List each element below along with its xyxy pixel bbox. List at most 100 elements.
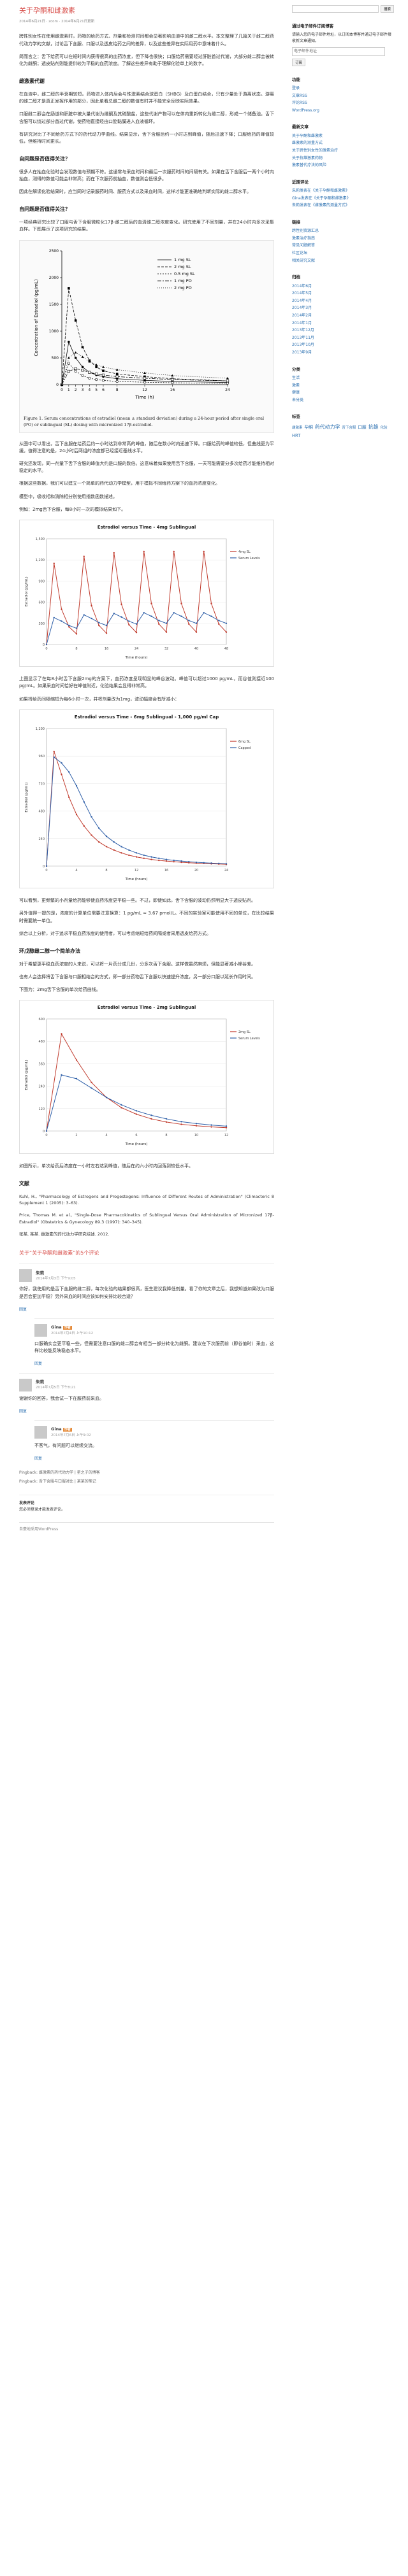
archive-link[interactable]: 2014年2月 (292, 313, 312, 318)
pingback[interactable]: Pingback: 舌下含服与口服对比 | 某某的笔记 (19, 1479, 96, 1484)
blogroll-link[interactable]: 跨性别资源汇总 (292, 229, 319, 234)
paragraph: 因此在解读化验结果时，应当同时记录服药时间、服药方式以及采血时间，这样才能更准确… (19, 189, 251, 195)
reply-link[interactable]: 回复 (19, 1307, 27, 1312)
pingback[interactable]: Pingback: 雌激素的药代动力学 | 星之子的博客 (19, 1470, 100, 1476)
archive-link[interactable]: 2014年1月 (292, 320, 312, 325)
archive-link[interactable]: 2014年4月 (292, 298, 312, 303)
data-point (98, 624, 100, 627)
meta-link[interactable]: WordPress.org (292, 108, 319, 113)
archive-link[interactable]: 2013年11月 (292, 335, 314, 340)
y-tick-label: 1,200 (36, 727, 45, 731)
data-point (173, 860, 175, 863)
data-point (180, 861, 182, 864)
data-point (74, 318, 77, 322)
data-point (88, 371, 91, 374)
x-tick-label: 2 (75, 1134, 77, 1137)
reply-link[interactable]: 回复 (19, 1409, 27, 1414)
x-tick-label: 12 (135, 869, 138, 872)
comment-date[interactable]: 2014年7月3日 下午9:05 (36, 1277, 76, 1281)
tag-link[interactable]: 化验 (380, 425, 388, 430)
recent-post-link[interactable]: 关于抗雄激素药物 (292, 155, 323, 160)
tag-link[interactable]: 药代动力学 (314, 423, 340, 430)
recent-post-link[interactable]: 关于跨性别女性的激素治疗 (292, 148, 339, 153)
tag-link[interactable]: 舌下含服 (342, 425, 356, 430)
tag-link[interactable]: 雌激素 (292, 425, 303, 430)
x-tick-label: 0 (45, 1134, 47, 1137)
recent-post-link[interactable]: 雌激素的测量方式 (292, 141, 323, 146)
archive-title: 归档 (292, 274, 300, 280)
data-point (135, 1110, 138, 1113)
data-point (128, 849, 130, 851)
blogroll-link[interactable]: 激素治疗指南 (292, 236, 316, 241)
comment-date[interactable]: 2014年7月5日 下午8:21 (36, 1386, 76, 1390)
paragraph: 对于希望更平稳血药浓度的人来说，可以将一片药分成几份，分多次舌下含服。这样做虽然… (19, 961, 256, 967)
comment-author[interactable]: Gina 作者 (51, 1427, 72, 1432)
archive-link[interactable]: 2014年5月 (292, 291, 312, 296)
meta-link[interactable]: 评论RSS (292, 101, 307, 106)
reply-link[interactable]: 回复 (34, 1362, 43, 1367)
paragraph: 在血液中，雌二醇的半衰期较短。药物进入体内后会与性激素结合球蛋白（SHBG）及白… (19, 91, 274, 104)
data-point (53, 756, 55, 758)
category-link[interactable]: 健康 (292, 390, 300, 395)
subscribe-button[interactable]: 订阅 (292, 58, 306, 66)
footer[interactable]: 自豪地采用WordPress (19, 1521, 274, 1533)
blogroll-link[interactable]: 相关研究文献 (292, 258, 316, 263)
paragraph: 上图显示了在每8小时舌下含服2mg的方案下，血药浓度呈现明显的峰谷波动。峰值可以… (19, 676, 274, 689)
y-tick-label: 2500 (49, 249, 59, 253)
archive-link[interactable]: 2014年3月 (292, 306, 312, 311)
blogroll-link[interactable]: 常见问题解答 (292, 243, 316, 248)
recent-comment-link[interactable]: 朱莉发表在《关于孕酮和雌激素》 (292, 189, 350, 194)
tag-link[interactable]: 口服 (358, 424, 367, 430)
data-point (102, 369, 105, 372)
data-point (210, 862, 212, 864)
search-input[interactable] (292, 5, 379, 13)
meta-link[interactable]: 登录 (292, 85, 300, 90)
archive-link[interactable]: 2013年12月 (292, 328, 314, 333)
archive-link[interactable]: 2014年6月 (292, 283, 312, 288)
data-point (75, 1059, 78, 1062)
blogroll-link[interactable]: 社区论坛 (292, 251, 308, 256)
category-link[interactable]: 激素 (292, 383, 300, 388)
meta-link[interactable]: 文章RSS (292, 93, 307, 98)
data-point (165, 631, 168, 633)
email-field[interactable] (292, 46, 385, 56)
tag-link[interactable]: 抗雄 (368, 423, 379, 430)
reply-link[interactable]: 回复 (34, 1456, 43, 1462)
data-point (61, 620, 62, 622)
comment-date[interactable]: 2014年7月4日 上午10:12 (51, 1331, 94, 1335)
category-link[interactable]: 生活 (292, 375, 300, 380)
archive-link[interactable]: 2013年9月 (292, 350, 312, 355)
comment-author[interactable]: 朱莉 (36, 1379, 44, 1384)
data-point (83, 614, 85, 616)
search-button[interactable]: 搜索 (380, 5, 394, 13)
data-point (67, 356, 70, 359)
archive-link[interactable]: 2013年10月 (292, 343, 314, 348)
data-point (98, 622, 100, 623)
chart-2: Estradiol versus Time - 6mg Sublingual -… (19, 709, 274, 889)
recent-post-link[interactable]: 关于孕酮和雌激素 (292, 133, 323, 138)
paragraph: 例如：2mg舌下含服，每8小时一次的模拟结果如下。 (19, 506, 126, 512)
category-link[interactable]: 未分类 (292, 397, 304, 402)
data-point (74, 351, 77, 353)
recent-comment-link[interactable]: 朱莉发表在《雌激素的测量方式》 (292, 203, 350, 208)
login-note[interactable]: 您必须登录才能发表评论。 (19, 1507, 66, 1512)
data-point (83, 801, 85, 803)
data-point (53, 750, 55, 753)
data-point (158, 857, 160, 859)
y-tick-label: 2000 (49, 276, 59, 280)
tag-link[interactable]: HRT (292, 432, 301, 438)
data-point (91, 1087, 92, 1090)
data-point (68, 287, 70, 290)
data-point (143, 379, 146, 381)
recent-comment-link[interactable]: Gina发表在《关于孕酮和雌激素》 (292, 196, 351, 201)
data-point (101, 373, 105, 376)
tag-link[interactable]: 孕酮 (304, 424, 313, 430)
data-point (171, 378, 174, 381)
comment-author[interactable]: 朱莉 (36, 1270, 44, 1276)
recent-post-link[interactable]: 激素替代疗法的风险 (292, 163, 327, 168)
comment-author[interactable]: Gina 作者 (51, 1325, 72, 1330)
y-tick-label: 720 (38, 782, 45, 786)
comment-date[interactable]: 2014年7月6日 上午9:02 (51, 1433, 91, 1437)
chart-3: Estradiol versus Time - 2mg Sublingual 0… (19, 1000, 274, 1154)
